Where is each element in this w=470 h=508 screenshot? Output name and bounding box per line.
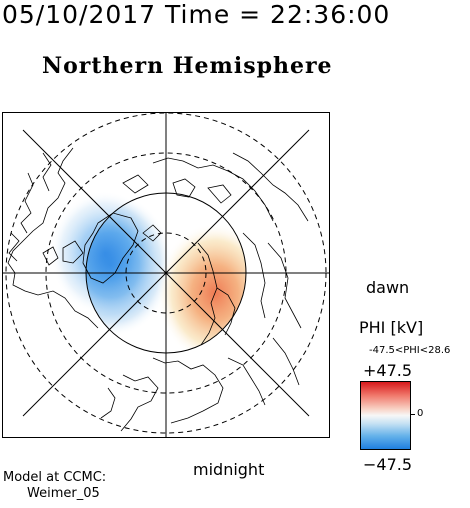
- legend-min-label: −47.5: [363, 455, 413, 474]
- meridian-lines: [3, 113, 329, 437]
- legend-max-label: +47.5: [363, 361, 413, 380]
- legend-range: -47.5<PHI<28.6: [369, 345, 451, 356]
- credit-model-name: Weimer_05: [27, 486, 100, 501]
- legend-zero-label: 0: [417, 408, 424, 419]
- colorbar: [360, 381, 411, 450]
- polar-map: [2, 112, 330, 438]
- coastlines: [7, 147, 309, 432]
- dawn-label: dawn: [366, 278, 410, 297]
- colorbar-zero-tick: [411, 414, 415, 415]
- credit-model: Model at CCMC:: [3, 470, 107, 485]
- header-datetime: 05/10/2017 Time = 22:36:00: [2, 0, 391, 29]
- midnight-label: midnight: [193, 460, 265, 479]
- plot-title: Northern Hemisphere: [42, 53, 333, 79]
- legend-title: PHI [kV]: [359, 318, 424, 337]
